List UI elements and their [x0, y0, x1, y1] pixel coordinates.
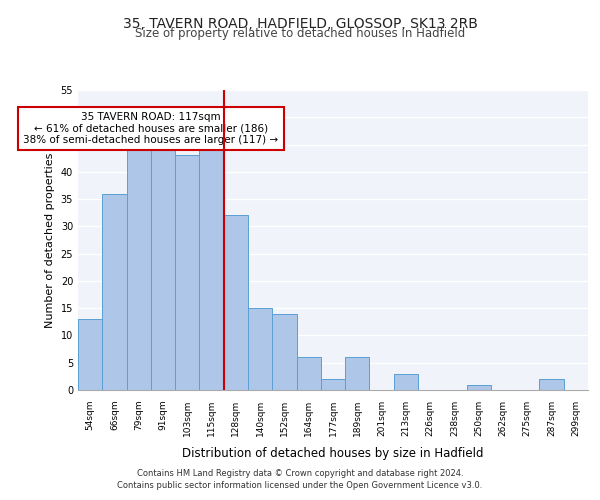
Bar [127, 150, 151, 390]
X-axis label: Distribution of detached houses by size in Hadfield: Distribution of detached houses by size … [182, 447, 484, 460]
Text: 35, TAVERN ROAD, HADFIELD, GLOSSOP, SK13 2RB: 35, TAVERN ROAD, HADFIELD, GLOSSOP, SK13… [122, 18, 478, 32]
Text: Contains HM Land Registry data © Crown copyright and database right 2024.
Contai: Contains HM Land Registry data © Crown c… [118, 468, 482, 490]
Bar [467, 384, 491, 390]
Y-axis label: Number of detached properties: Number of detached properties [45, 152, 55, 328]
Bar [78, 319, 102, 390]
Bar [296, 358, 321, 390]
Bar [394, 374, 418, 390]
Text: Size of property relative to detached houses in Hadfield: Size of property relative to detached ho… [135, 28, 465, 40]
Bar [151, 139, 175, 390]
Bar [272, 314, 296, 390]
Bar [175, 156, 199, 390]
Bar [248, 308, 272, 390]
Text: 35 TAVERN ROAD: 117sqm
← 61% of detached houses are smaller (186)
38% of semi-de: 35 TAVERN ROAD: 117sqm ← 61% of detached… [23, 112, 278, 145]
Bar [345, 358, 370, 390]
Bar [539, 379, 564, 390]
Bar [321, 379, 345, 390]
Bar [199, 144, 224, 390]
Bar [224, 216, 248, 390]
Bar [102, 194, 127, 390]
